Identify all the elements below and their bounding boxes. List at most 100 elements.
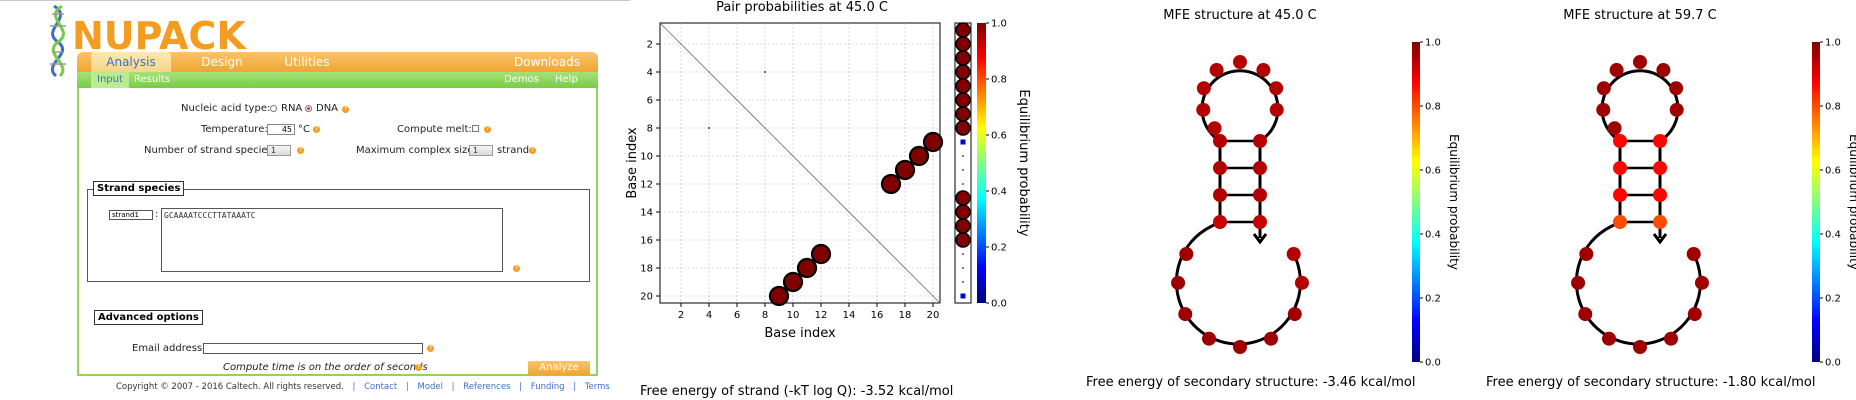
nucleotide	[1664, 331, 1678, 346]
nucleotide	[1178, 307, 1193, 322]
unpaired-probability-point	[955, 36, 971, 52]
footer-link-terms[interactable]: Terms	[584, 382, 610, 392]
tab-design[interactable]: Design	[201, 55, 243, 69]
strand-species-legend: Strand species	[93, 181, 185, 196]
unpaired-probability-point	[962, 155, 964, 157]
unpaired-probability-point	[962, 253, 964, 255]
nucleotide	[1633, 340, 1647, 354]
unpaired-probability-point	[955, 204, 971, 220]
help-icon[interactable]: ?	[297, 147, 304, 154]
subtab-input[interactable]: Input	[91, 72, 129, 88]
help-icon[interactable]: ?	[342, 106, 349, 113]
colorbar-tick-label: 1.0	[1825, 38, 1841, 49]
nucleotide	[1264, 331, 1278, 346]
footer-separator: |	[519, 382, 523, 392]
help-icon[interactable]: ?	[313, 126, 320, 133]
tab-analysis[interactable]: Analysis	[91, 52, 171, 72]
y-tick-label: 10	[640, 152, 653, 163]
nucleotide	[1571, 275, 1586, 290]
nucleotide	[1196, 102, 1211, 117]
colorbar	[1412, 42, 1420, 362]
nucleotide	[1196, 81, 1211, 96]
tab-downloads[interactable]: Downloads	[514, 55, 580, 69]
email-field[interactable]	[203, 343, 423, 354]
dna-helix-icon	[50, 4, 66, 78]
footer-link-contact[interactable]: Contact	[364, 382, 398, 392]
help-icon[interactable]: ?	[513, 265, 520, 272]
logo-text: NUPACK	[72, 14, 246, 58]
nucleotide	[1669, 81, 1684, 96]
x-tick-label: 16	[871, 310, 884, 321]
max-complex-spinner[interactable]: 1	[469, 145, 493, 156]
footer-link-references[interactable]: References	[463, 382, 511, 392]
subtab-results[interactable]: Results	[134, 74, 171, 85]
diagonal-line	[659, 22, 941, 304]
colorbar-tick-label: 0.0	[1825, 358, 1841, 369]
pair-probability-point	[768, 285, 790, 307]
help-icon[interactable]: ?	[529, 147, 536, 154]
nucleotide	[1669, 102, 1684, 117]
unpaired-probability-point	[962, 183, 964, 185]
y-tick-label: 12	[640, 180, 653, 191]
colorbar-tick-label: 0.2	[1825, 294, 1841, 305]
analyze-button[interactable]: Analyze	[528, 361, 590, 375]
colorbar-tick-label: 0.6	[1825, 166, 1841, 177]
y-tick-label: 2	[647, 40, 653, 51]
subtab-help[interactable]: Help	[555, 74, 578, 85]
nucleotide	[1209, 63, 1224, 78]
y-tick-label: 16	[640, 236, 653, 247]
nucleotide	[1213, 215, 1227, 229]
help-icon[interactable]: ?	[415, 364, 422, 371]
three-prime-arrow	[1652, 233, 1668, 245]
strand-name-input[interactable]: strand1	[109, 210, 153, 220]
colorbar-tick-label: 0.4	[1825, 230, 1841, 241]
nucleotide	[1694, 275, 1709, 290]
pair-probability-point	[922, 131, 944, 153]
max-complex-unit: strand	[497, 145, 530, 156]
max-complex-label: Maximum complex size:	[356, 145, 477, 156]
unpaired-probability-point	[955, 218, 971, 234]
mfe2-structure-diagram: 0.0 0.2 0.4 0.6 0.8 1.0 Equilibrium probabilit…	[1571, 38, 1856, 369]
help-icon[interactable]: ?	[427, 345, 434, 352]
colorbar-tick-label: 0.0	[991, 299, 1007, 310]
nucleotide	[1294, 275, 1309, 290]
nucleotide	[1213, 188, 1227, 202]
strand-sequence-textarea[interactable]: GCAAAATCCCTTATAAATC	[161, 208, 503, 272]
colorbar	[977, 23, 986, 303]
compute-melt-checkbox[interactable]	[472, 125, 479, 132]
subtab-demos[interactable]: Demos	[504, 74, 539, 85]
rna-radio[interactable]	[270, 105, 277, 112]
y-axis-label: Base index	[625, 127, 640, 199]
pair-probability-point	[796, 257, 818, 279]
footer-separator: |	[352, 382, 356, 392]
pair-probability-point	[880, 173, 902, 195]
unpaired-probability-point	[955, 190, 971, 206]
tab-utilities[interactable]: Utilities	[284, 55, 330, 69]
temperature-label: Temperature:	[201, 124, 268, 135]
nucleotide	[1207, 121, 1222, 136]
pair-plot-caption: Free energy of strand (-kT log Q): -3.52…	[640, 384, 954, 399]
nucleotide	[1269, 102, 1284, 117]
colorbar-tick-label: 0.4	[1425, 230, 1441, 241]
y-tick-label: 8	[647, 124, 653, 135]
footer-link-funding[interactable]: Funding	[530, 382, 565, 392]
x-tick-label: 8	[762, 310, 768, 321]
nucleotide	[1253, 134, 1267, 148]
colorbar-tick-label: 0.8	[1425, 102, 1441, 113]
advanced-options-toggle[interactable]: Advanced options	[94, 310, 203, 325]
nucleotide	[1256, 63, 1271, 78]
nucleotide	[1286, 247, 1301, 261]
strand-species-spinner[interactable]: 1	[267, 145, 291, 156]
unpaired-probability-point	[955, 106, 971, 122]
dna-radio[interactable]	[305, 105, 312, 112]
footer-link-model[interactable]: Model	[417, 382, 443, 392]
nupack-logo[interactable]: NUPACK	[40, 2, 246, 78]
colorbar-tick-label: 1.0	[991, 19, 1007, 30]
unpaired-probability-point	[955, 78, 971, 94]
unpaired-probability-point	[955, 64, 971, 80]
temperature-input[interactable]: 45	[267, 124, 295, 135]
x-tick-label: 4	[706, 310, 712, 321]
colorbar-tick-label: 0.2	[1425, 294, 1441, 305]
nucleotide	[1687, 307, 1702, 322]
help-icon[interactable]: ?	[484, 126, 491, 133]
